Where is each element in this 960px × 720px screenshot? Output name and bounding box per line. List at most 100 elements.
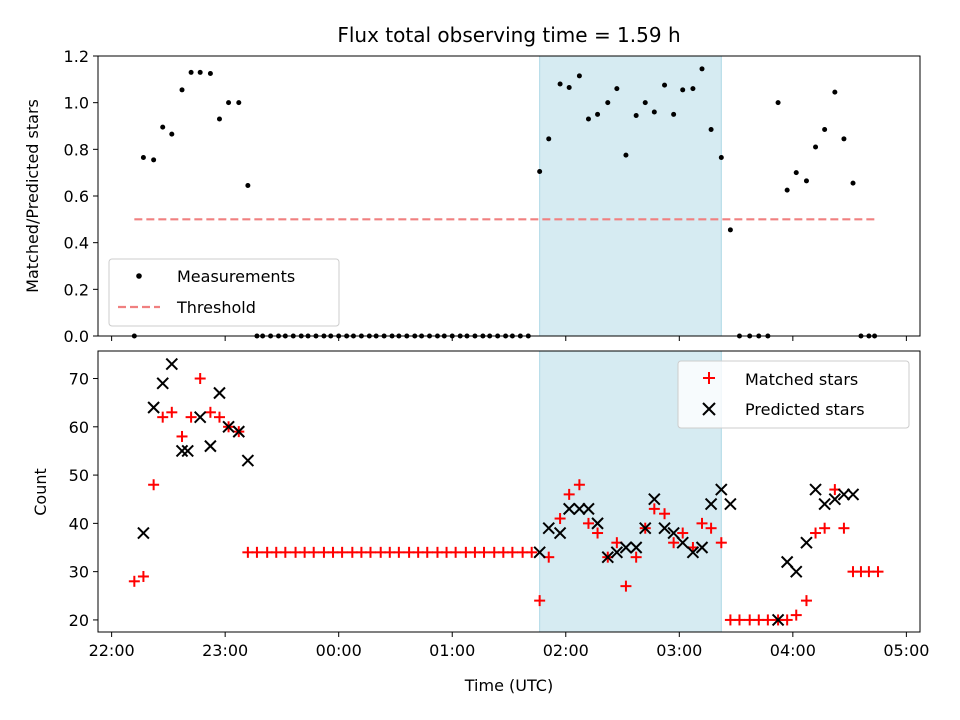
measurement-point — [708, 127, 714, 132]
matched-star-point — [781, 614, 793, 626]
measurement-point — [197, 69, 203, 75]
predicted-star-point — [165, 357, 179, 371]
predicted-star-point — [553, 526, 567, 540]
predicted-star-point — [704, 497, 718, 511]
matched-star-point — [705, 522, 717, 534]
x-tick-label: 05:00 — [883, 641, 929, 660]
x-tick-label: 03:00 — [656, 641, 702, 660]
top-x-ticks — [111, 336, 907, 341]
predicted-star-point — [137, 526, 150, 540]
predicted-star-point — [610, 546, 624, 559]
chart-title: Flux total observing time = 1.59 h — [337, 23, 680, 47]
y-tick-label: 70 — [69, 370, 89, 389]
measurement-point — [226, 100, 232, 106]
predicted-star-point — [573, 502, 586, 516]
bottom-y-ticks: 20 30 40 50 60 70 — [69, 370, 98, 630]
predicted-star-point — [204, 439, 217, 453]
matched-star-point — [668, 537, 680, 549]
top-panel: Flux total observing time = 1.59 h 0.00.… — [23, 23, 921, 346]
measurement-point — [832, 89, 838, 95]
measurement-point — [585, 116, 591, 122]
measurement-point — [623, 152, 629, 158]
top-axis-frame — [97, 55, 921, 337]
predicted-star-point — [213, 386, 226, 400]
measurement-point — [179, 87, 185, 93]
matched-star-point — [554, 513, 566, 525]
matched-star-point — [421, 546, 433, 558]
top-y-axis-label: Matched/Predicted stars — [23, 99, 42, 293]
measurement-point — [651, 109, 657, 115]
predicted-star-point — [676, 536, 689, 549]
y-tick-label: 60 — [69, 418, 89, 437]
matched-star-point — [790, 609, 802, 621]
measurement-point — [813, 144, 819, 150]
x-axis-label: Time (UTC) — [464, 676, 553, 695]
legend-measurements-label: Measurements — [177, 267, 295, 286]
measurement-point — [557, 81, 563, 87]
matched-star-point — [526, 546, 538, 558]
measurement-point — [841, 136, 847, 142]
matched-star-point — [810, 527, 822, 539]
matched-star-point — [251, 546, 263, 558]
predicted-star-point — [241, 454, 255, 467]
matched-star-point — [630, 551, 642, 563]
x-tick-label: 01:00 — [429, 641, 475, 660]
measurement-point — [822, 127, 828, 132]
predicted-star-point — [591, 517, 604, 530]
y-tick-label: 40 — [69, 514, 89, 533]
top-highlight-band — [539, 55, 722, 337]
predicted-star-point — [232, 425, 245, 438]
predicted-star-point — [800, 536, 813, 549]
measurement-point — [207, 71, 213, 76]
matched-star-point — [838, 522, 850, 534]
matched-star-point — [819, 522, 831, 534]
predicted-star-point — [175, 444, 189, 458]
x-tick-label: 04:00 — [770, 641, 816, 660]
measurement-point — [245, 183, 251, 188]
measurement-point — [803, 178, 809, 184]
predicted-star-point — [837, 488, 851, 501]
y-tick-label: 50 — [69, 466, 89, 485]
matched-stars-points — [128, 373, 884, 626]
x-tick-label: 00:00 — [316, 641, 362, 660]
matched-star-point — [279, 546, 291, 558]
predicted-star-point — [156, 377, 169, 390]
top-legend-box — [108, 258, 340, 327]
measurement-point — [690, 86, 696, 92]
measurement-point — [236, 100, 242, 106]
bottom-panel: 20 30 40 50 60 70 22:00 23:00 00:00 01:00 02:00 03… — [31, 350, 929, 695]
matched-star-point — [659, 508, 671, 520]
y-tick-label: 0.4 — [64, 234, 89, 253]
measurement-point — [699, 66, 705, 72]
predicted-star-point — [533, 546, 546, 559]
measurement-point — [160, 124, 166, 130]
predicted-star-point — [715, 483, 728, 496]
matched-star-point — [128, 575, 140, 587]
y-tick-label: 30 — [69, 563, 89, 582]
matched-star-point — [137, 570, 149, 582]
predicted-star-point — [771, 613, 785, 627]
matched-star-point — [336, 546, 348, 558]
predicted-star-point — [562, 502, 576, 516]
y-tick-label: 0.6 — [64, 187, 89, 206]
predicted-star-point — [809, 483, 822, 496]
measurement-point — [793, 170, 799, 176]
x-tick-label: 23:00 — [202, 641, 248, 660]
measurement-point — [680, 87, 686, 93]
predicted-star-point — [695, 541, 709, 554]
measurement-point — [642, 100, 648, 106]
measurement-point — [169, 131, 175, 137]
y-tick-label: 1.2 — [64, 47, 89, 66]
matched-star-point — [364, 546, 376, 558]
matched-star-point — [194, 373, 206, 385]
predicted-stars-points — [137, 357, 860, 627]
y-tick-label: 0.2 — [64, 280, 89, 299]
legend-threshold-label: Threshold — [176, 298, 256, 317]
predicted-star-point — [828, 493, 842, 506]
matched-star-point — [308, 546, 320, 558]
predicted-star-point — [181, 444, 194, 458]
y-tick-label: 1.0 — [64, 94, 89, 113]
measurement-point — [546, 136, 552, 142]
y-tick-label: 0.8 — [64, 140, 89, 159]
